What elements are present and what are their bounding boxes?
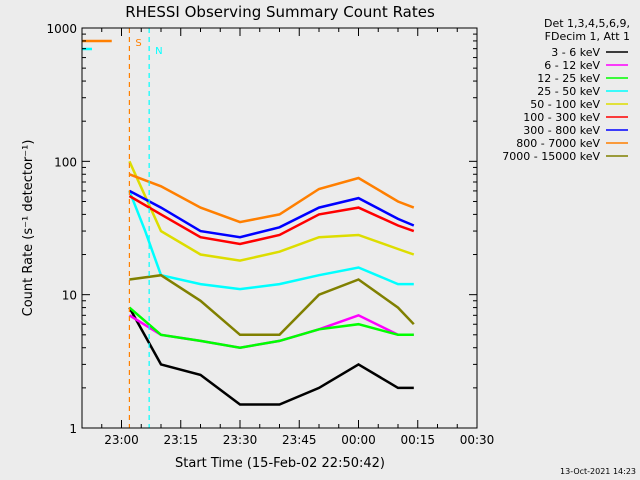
legend-label-4: 50 - 100 keV [530, 98, 600, 111]
series-line-3 [128, 190, 414, 291]
y-tick-label: 1000 [46, 22, 77, 36]
legend: Det 1,3,4,5,6,9, FDecim 1, Att 1 3 - 6 k… [502, 17, 630, 163]
legend-header-line-1: Det 1,3,4,5,6,9, [544, 17, 630, 30]
legend-label-8: 7000 - 15000 keV [502, 150, 600, 163]
x-tick-label: 23:15 [163, 433, 198, 447]
axis-layer: 23:00 23:15 23:30 23:45 00:00 00:15 00:30 1 10 10… [46, 22, 494, 447]
x-axis-label: Start Time (15-Feb-02 22:50:42) [175, 456, 385, 471]
series-line-2 [128, 306, 414, 349]
x-tick-label: 00:00 [341, 433, 376, 447]
y-tick-label: 100 [54, 155, 77, 169]
marker-layer: SN [82, 28, 163, 428]
chart-title: RHESSI Observing Summary Count Rates [125, 3, 435, 21]
marker-label-1: N [155, 46, 162, 57]
marker-label-0: S [135, 38, 141, 49]
series-line-0 [128, 306, 414, 406]
series-line-7 [128, 173, 415, 224]
x-tick-label: 23:00 [104, 433, 139, 447]
legend-label-2: 12 - 25 keV [537, 72, 600, 85]
legend-label-5: 100 - 300 keV [523, 111, 600, 124]
legend-label-3: 25 - 50 keV [537, 85, 600, 98]
series-line-5 [128, 194, 415, 246]
legend-label-1: 6 - 12 keV [544, 59, 600, 72]
series-layer [128, 160, 415, 406]
y-tick-label: 1 [69, 422, 77, 436]
series-line-8 [129, 273, 415, 337]
series-line-4 [128, 160, 415, 262]
x-tick-label: 00:15 [400, 433, 435, 447]
y-axis-label: Count Rate (s⁻¹ detector⁻¹) [21, 140, 36, 317]
x-tick-label: 23:30 [223, 433, 258, 447]
y-tick-label: 10 [62, 289, 77, 303]
legend-label-0: 3 - 6 keV [551, 46, 600, 59]
x-tick-label: 23:45 [282, 433, 317, 447]
legend-label-6: 300 - 800 keV [523, 124, 600, 137]
x-tick-label: 00:30 [460, 433, 495, 447]
series-line-6 [128, 189, 415, 239]
legend-header-line-2: FDecim 1, Att 1 [545, 30, 630, 43]
legend-label-7: 800 - 7000 keV [516, 137, 600, 150]
timestamp: 13-Oct-2021 14:23 [560, 467, 636, 476]
